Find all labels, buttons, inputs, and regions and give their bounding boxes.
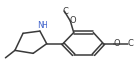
Text: N: N <box>37 21 44 30</box>
Text: O: O <box>69 16 76 25</box>
Text: C: C <box>127 39 133 48</box>
Text: O: O <box>113 39 120 48</box>
Text: H: H <box>41 21 47 30</box>
Text: C: C <box>63 7 69 16</box>
